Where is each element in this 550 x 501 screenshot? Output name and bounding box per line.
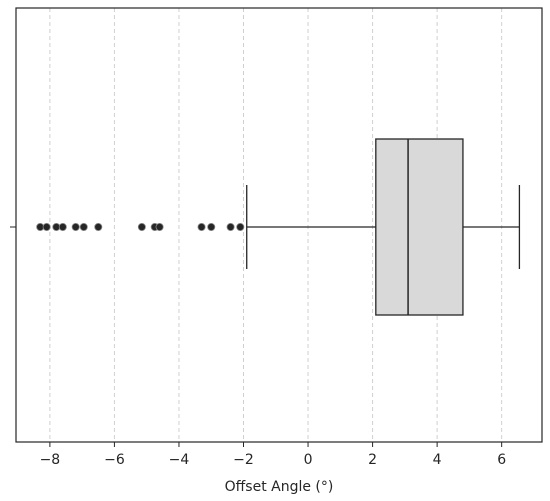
x-tick-label: 6 (497, 452, 506, 468)
outlier-point (226, 222, 235, 231)
box (375, 138, 464, 316)
x-axis-ticks: −8 −6 −4 −2 0 2 4 6 (40, 442, 506, 468)
x-axis-label: Offset Angle (°) (225, 479, 334, 495)
plot-frame (15, 7, 543, 443)
outliers (36, 222, 245, 231)
outlier-point (155, 222, 164, 231)
outlier-point (58, 222, 67, 231)
x-tick-label: −2 (233, 452, 254, 468)
outlier-point (42, 222, 51, 231)
x-tick-label: 2 (368, 452, 377, 468)
outlier-point (79, 222, 88, 231)
outlier-point (137, 222, 146, 231)
x-tick-label: −8 (40, 452, 61, 468)
x-tick-label: −4 (169, 452, 190, 468)
outlier-point (197, 222, 206, 231)
x-tick-label: 4 (433, 452, 442, 468)
outlier-point (71, 222, 80, 231)
outlier-point (236, 222, 245, 231)
whiskers (246, 185, 521, 269)
iqr-box (375, 138, 464, 316)
x-tick-label: 0 (304, 452, 313, 468)
outlier-point (207, 222, 216, 231)
x-tick-label: −6 (104, 452, 125, 468)
outlier-point (94, 222, 103, 231)
